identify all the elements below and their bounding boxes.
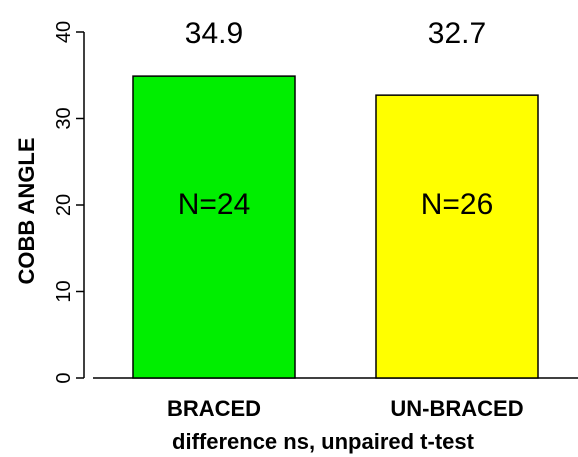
bars: 34.9 N=24 BRACED 32.7 N=26 UN-BRACED <box>132 17 539 421</box>
y-tick-label: 0 <box>53 372 75 383</box>
y-tick-label: 30 <box>53 107 75 129</box>
y-tick-label: 40 <box>53 21 75 43</box>
y-ticks: 0 10 20 30 40 <box>53 21 84 384</box>
x-category-label: UN-BRACED <box>390 396 523 421</box>
y-tick-label: 10 <box>53 280 75 302</box>
bar-braced <box>132 75 296 379</box>
x-axis-title: difference ns, unpaired t-test <box>172 429 475 454</box>
bar-n-label: N=24 <box>178 188 251 221</box>
y-axis: 0 10 20 30 40 <box>53 21 85 384</box>
bar-value-label: 34.9 <box>185 17 243 50</box>
bar-n-label: N=26 <box>421 188 494 221</box>
bar-un-braced <box>375 94 539 379</box>
y-axis-title: COBB ANGLE <box>14 137 39 284</box>
bar-value-label: 32.7 <box>428 17 486 50</box>
y-tick-label: 20 <box>53 194 75 216</box>
x-category-label: BRACED <box>167 396 261 421</box>
